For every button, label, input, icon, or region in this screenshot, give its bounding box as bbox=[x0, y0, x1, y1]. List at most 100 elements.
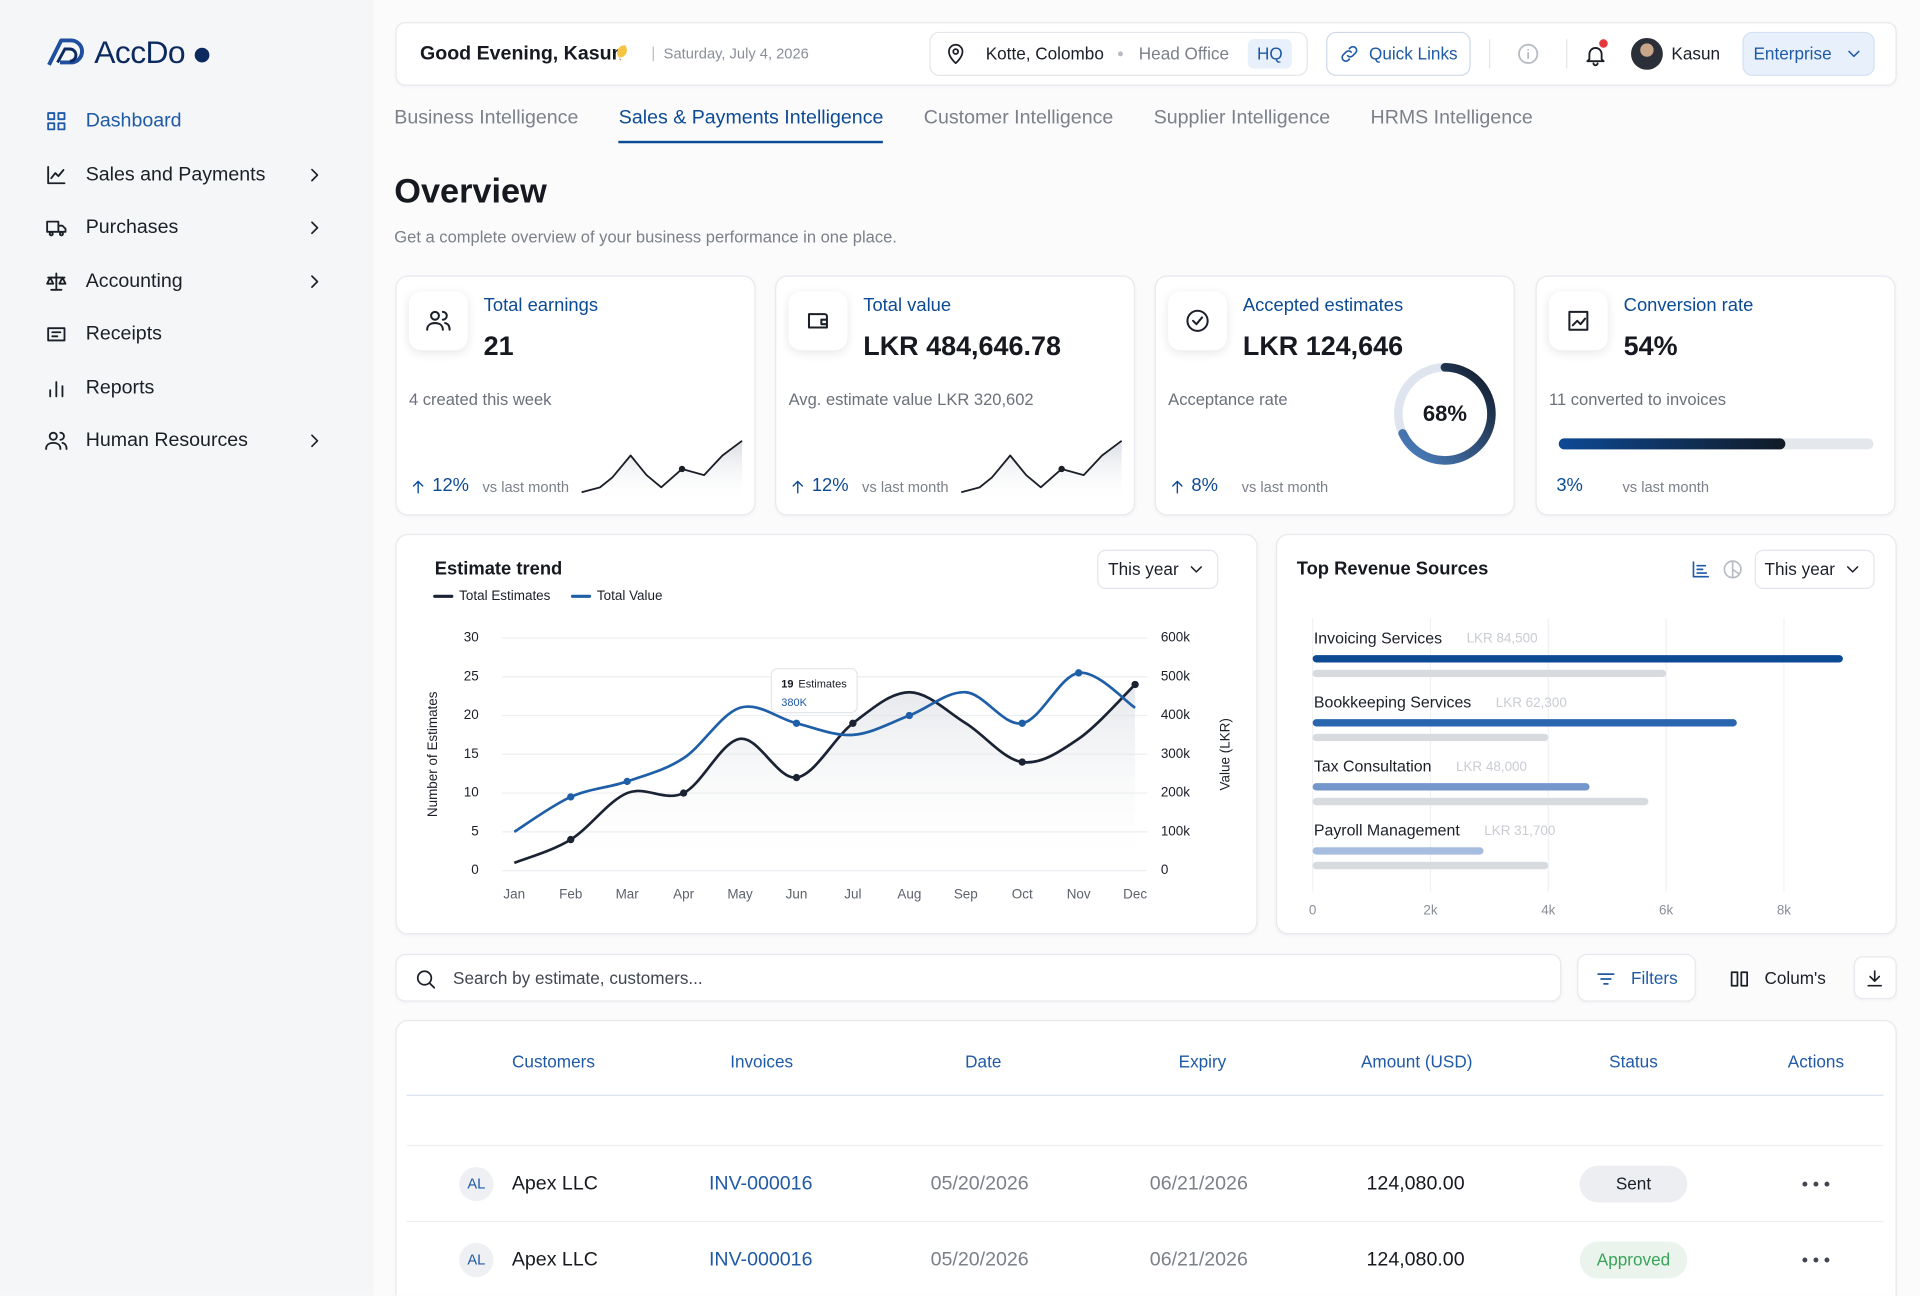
filter-label: This year bbox=[1108, 559, 1179, 579]
line-point bbox=[1018, 719, 1026, 727]
plan-chevron bbox=[1848, 50, 1860, 58]
date: Saturday, July 4, 2026 bbox=[663, 45, 809, 63]
columns-label: Colum's bbox=[1764, 968, 1826, 988]
office: Head Office bbox=[1138, 43, 1229, 64]
nav-icon bbox=[46, 271, 67, 291]
nav-item[interactable]: Sales and Payments bbox=[85, 163, 266, 185]
link-icon bbox=[1341, 45, 1358, 62]
tooltip-count: 19 bbox=[781, 678, 793, 690]
bar-amount: LKR 62,300 bbox=[1496, 695, 1567, 710]
page-subtitle: Get a complete overview of your business… bbox=[394, 227, 897, 247]
kpi-title: Accepted estimates bbox=[1242, 295, 1404, 316]
user-avatar[interactable] bbox=[1631, 37, 1663, 70]
bar bbox=[1312, 719, 1737, 727]
sparkline-area bbox=[961, 440, 1122, 503]
dropdown-chevron-glyph bbox=[1847, 566, 1859, 573]
x-tick-label: 6k bbox=[1659, 903, 1673, 918]
action-dot[interactable] bbox=[1802, 1181, 1808, 1187]
action-dot[interactable] bbox=[1813, 1257, 1819, 1263]
nav-item[interactable]: Dashboard bbox=[85, 110, 182, 132]
brand-logo bbox=[47, 38, 84, 66]
kpi-icon bbox=[1568, 310, 1589, 331]
nav-icon-glyph bbox=[45, 431, 68, 450]
trend-arrow bbox=[1171, 480, 1183, 493]
chart-title: Top Revenue Sources bbox=[1296, 558, 1489, 580]
action-dot[interactable] bbox=[1802, 1257, 1808, 1263]
filter-dropdown[interactable] bbox=[1754, 549, 1875, 589]
search-icon bbox=[416, 969, 435, 988]
x-tick-label: Dec bbox=[1123, 887, 1147, 902]
kpi-change: 8% bbox=[1191, 475, 1218, 496]
kpi-value: LKR 124,646 bbox=[1242, 330, 1404, 361]
bar-label: Payroll Management bbox=[1314, 823, 1460, 840]
notification-dot bbox=[1599, 39, 1608, 48]
divider bbox=[652, 46, 654, 62]
trend-arrow bbox=[412, 480, 423, 493]
y-tick-label: 5 bbox=[471, 823, 478, 838]
x-tick-label: 4k bbox=[1541, 903, 1555, 918]
bar-label: Invoicing Services bbox=[1314, 630, 1442, 647]
nav-icon-glyph bbox=[47, 327, 66, 342]
x-tick-label: Sep bbox=[954, 887, 978, 902]
gauge-label: 68% bbox=[1423, 401, 1468, 426]
kpi-title: Conversion rate bbox=[1623, 295, 1754, 316]
nav-chevron-glyph bbox=[311, 434, 319, 448]
tab[interactable]: Customer Intelligence bbox=[923, 107, 1114, 129]
tooltip-value: 380K bbox=[781, 697, 807, 709]
info-icon bbox=[1518, 43, 1539, 64]
nav-icon-glyph bbox=[47, 112, 66, 131]
bar bbox=[1312, 733, 1549, 742]
info-icon-glyph bbox=[1518, 43, 1539, 64]
plan-button[interactable] bbox=[1742, 31, 1875, 76]
nav-icon bbox=[47, 165, 66, 184]
action-dot[interactable] bbox=[1824, 1257, 1830, 1263]
nav-item[interactable]: Human Resources bbox=[85, 430, 248, 452]
search-bar[interactable] bbox=[395, 953, 1562, 1002]
quick-links-button[interactable] bbox=[1326, 31, 1471, 76]
tab[interactable]: HRMS Intelligence bbox=[1370, 107, 1533, 129]
avatar bbox=[459, 1242, 494, 1278]
bar-amount: LKR 48,000 bbox=[1456, 759, 1527, 774]
action-dot[interactable] bbox=[1813, 1181, 1819, 1187]
invoice[interactable]: INV-000016 bbox=[708, 1173, 813, 1195]
search-icon-glyph bbox=[416, 969, 435, 988]
kpi-icon-glyph bbox=[426, 310, 451, 331]
x-tick-label: Nov bbox=[1067, 887, 1091, 902]
bar bbox=[1312, 847, 1484, 855]
filters-label: Filters bbox=[1631, 968, 1678, 988]
line-point bbox=[567, 793, 575, 801]
y-tick-label: 0 bbox=[471, 862, 478, 877]
nav-icon bbox=[49, 380, 64, 397]
customer: Apex LLC bbox=[511, 1173, 598, 1195]
y-tick-label: 10 bbox=[464, 785, 479, 800]
kpi-title: Total earnings bbox=[483, 295, 599, 316]
filters-button[interactable] bbox=[1577, 953, 1696, 1002]
kpi-icon-glyph bbox=[1568, 310, 1589, 331]
separator-dot bbox=[1117, 51, 1123, 57]
trend-arrow bbox=[791, 480, 803, 493]
location-pill[interactable] bbox=[929, 31, 1308, 76]
kpi-icon-box bbox=[408, 291, 468, 351]
bar bbox=[1312, 669, 1667, 678]
nav-item[interactable]: Purchases bbox=[85, 217, 179, 239]
y2-tick-label: 400k bbox=[1161, 707, 1190, 722]
kpi-icon bbox=[1186, 309, 1209, 332]
nav-chevron bbox=[311, 168, 319, 181]
pie-view-icon bbox=[1723, 560, 1742, 579]
tab[interactable]: Business Intelligence bbox=[394, 107, 579, 129]
filter-dropdown[interactable] bbox=[1097, 549, 1219, 589]
action-dot[interactable] bbox=[1824, 1181, 1830, 1187]
nav-item[interactable]: Reports bbox=[85, 377, 155, 398]
bar-label: Bookkeeping Services bbox=[1314, 694, 1471, 711]
tab[interactable]: Sales & Payments Intelligence bbox=[618, 108, 884, 144]
nav-item[interactable]: Receipts bbox=[85, 323, 162, 345]
nav-item[interactable]: Accounting bbox=[85, 270, 183, 292]
nav-chevron-glyph bbox=[311, 274, 319, 288]
search-placeholder: Search by estimate, customers... bbox=[453, 968, 703, 988]
line-point bbox=[849, 719, 857, 727]
chart-title: Estimate trend bbox=[434, 558, 563, 580]
tab[interactable]: Supplier Intelligence bbox=[1153, 107, 1331, 129]
divider bbox=[1566, 39, 1568, 69]
filter-label: This year bbox=[1764, 559, 1835, 579]
invoice[interactable]: INV-000016 bbox=[708, 1249, 813, 1271]
